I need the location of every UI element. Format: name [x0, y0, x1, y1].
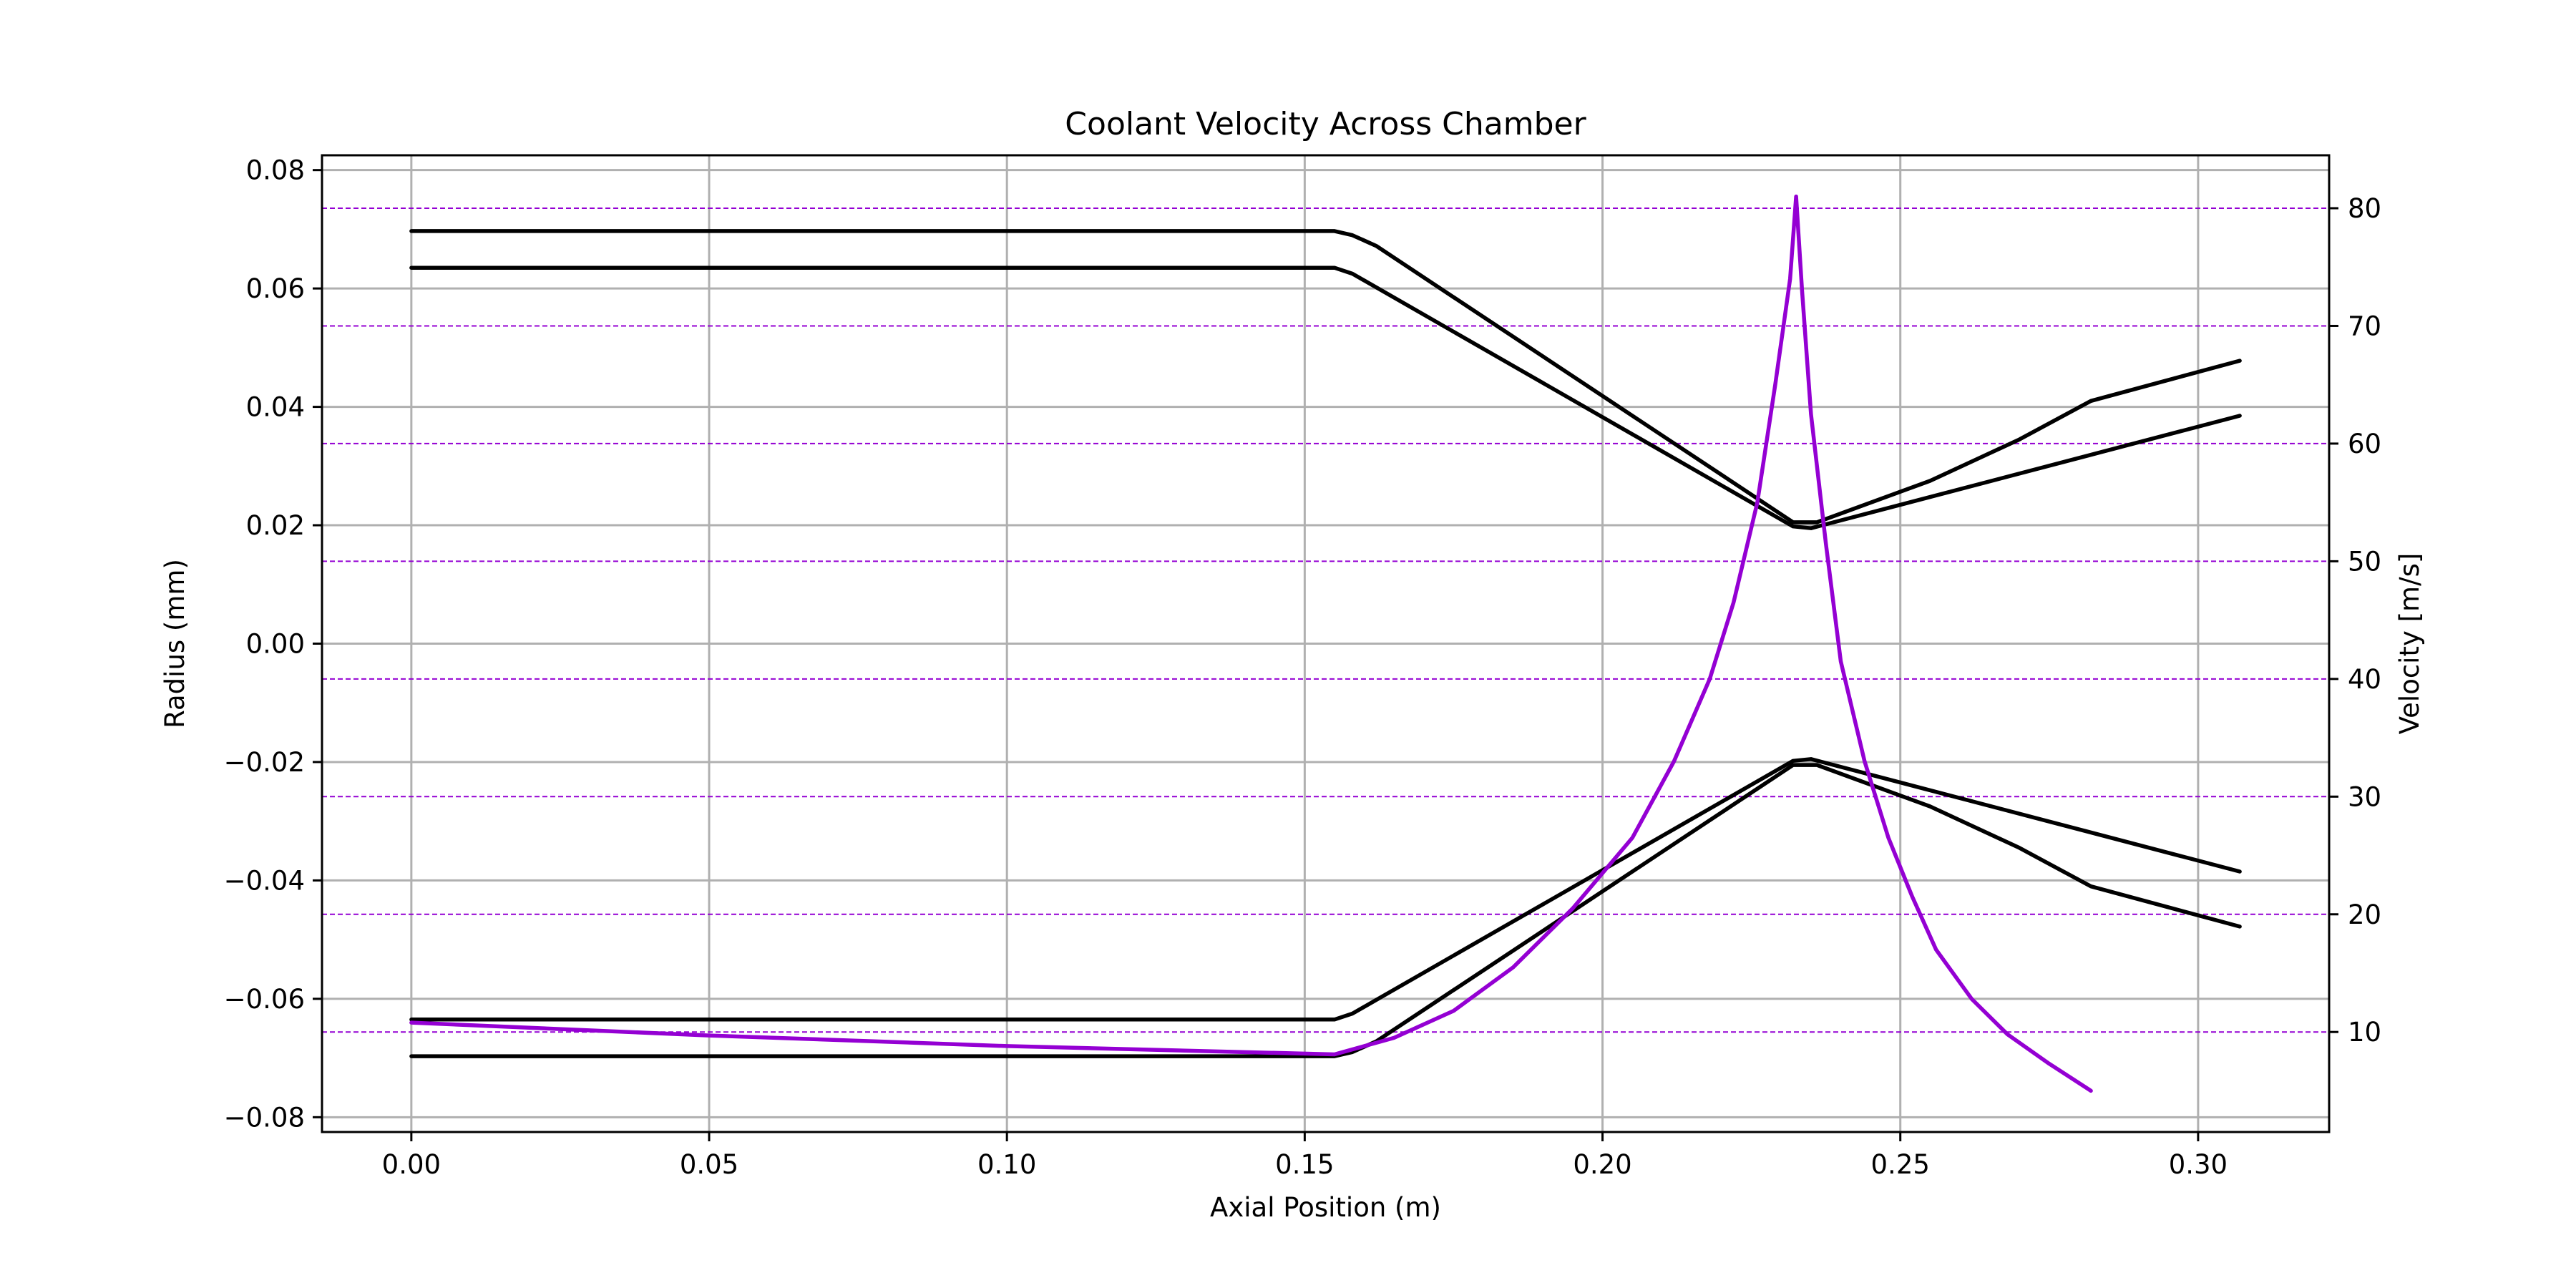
x-tick-label: 0.00: [382, 1149, 441, 1180]
y-tick-label: 0.00: [246, 629, 305, 660]
y-tick-label: 0.08: [246, 155, 305, 186]
y-tick-label: 0.06: [246, 273, 305, 304]
velocity-grid-layer: [322, 208, 2329, 1033]
velocity-tick-label: 10: [2348, 1017, 2381, 1048]
y-tick-label: −0.02: [224, 747, 305, 778]
inner-wall-upper-line: [409, 265, 2242, 530]
velocity-tick-label: 70: [2348, 311, 2381, 341]
y-tick-label: 0.02: [246, 510, 305, 541]
x-tick-label: 0.10: [977, 1149, 1036, 1180]
velocity-tick-label: 40: [2348, 664, 2381, 695]
y-tick-label: 0.04: [246, 392, 305, 423]
y-tick-label: −0.04: [224, 865, 305, 896]
x-tick-label: 0.30: [2169, 1149, 2228, 1180]
inner-wall-lower-line: [409, 757, 2242, 1022]
velocity-tick-label: 20: [2348, 899, 2381, 930]
velocity-axis-label: Velocity [m/s]: [2394, 553, 2425, 735]
velocity-tick-label: 30: [2348, 781, 2381, 812]
x-tick-label: 0.20: [1573, 1149, 1631, 1180]
grid-layer: [322, 155, 2329, 1132]
x-tick-label: 0.15: [1275, 1149, 1334, 1180]
x-axis-label: Axial Position (m): [1210, 1192, 1441, 1223]
outer-wall-lower-line: [409, 763, 2242, 1058]
velocity-tick-label: 50: [2348, 546, 2381, 577]
velocity-line: [409, 194, 2093, 1093]
y-axis-label: Radius (mm): [160, 559, 190, 728]
ticks-layer: 0.00 0.05 0.10 0.15 0.20 0.25 0.30 0.08 0.06 0.04…: [224, 155, 2381, 1180]
chart-title: Coolant Velocity Across Chamber: [1065, 106, 1586, 142]
outer-wall-upper-line: [409, 229, 2242, 525]
velocity-tick-label: 80: [2348, 193, 2381, 224]
x-tick-label: 0.05: [680, 1149, 738, 1180]
velocity-tick-label: 60: [2348, 429, 2381, 459]
series-layer: [409, 194, 2242, 1093]
x-tick-label: 0.25: [1871, 1149, 1930, 1180]
y-tick-label: −0.06: [224, 984, 305, 1015]
y-tick-label: −0.08: [224, 1102, 305, 1133]
